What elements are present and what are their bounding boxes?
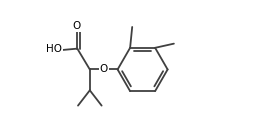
Text: HO: HO [46, 44, 62, 54]
Text: O: O [73, 21, 81, 31]
Text: O: O [100, 64, 108, 74]
